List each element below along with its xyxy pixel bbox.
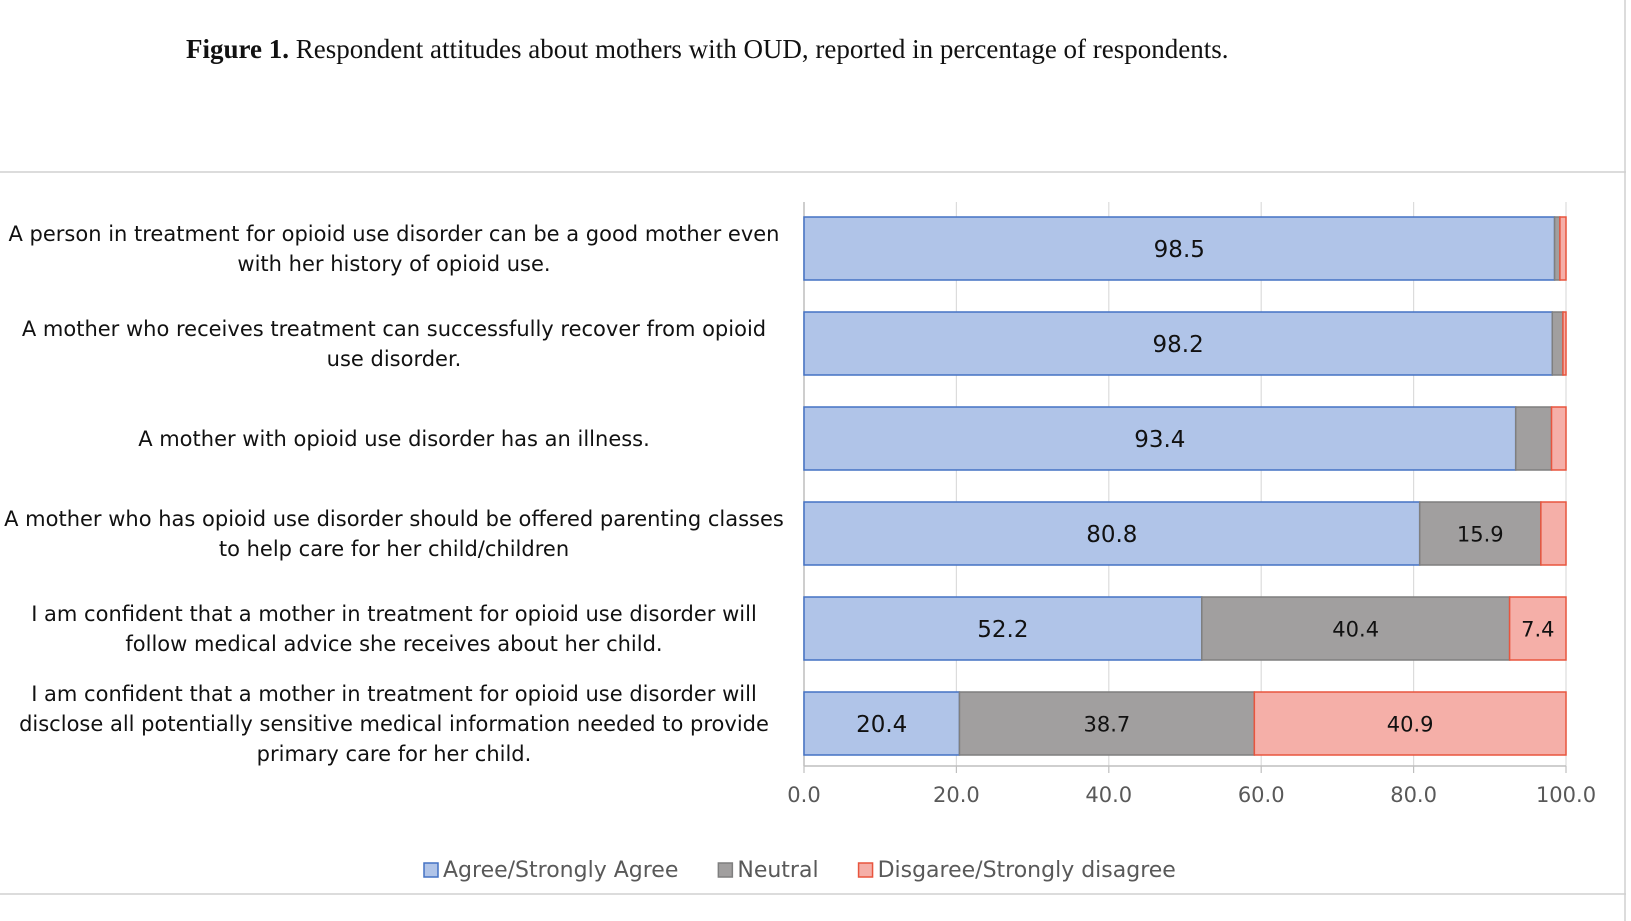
bar-segment [1551, 311, 1564, 376]
legend-label: Agree/Strongly Agree [443, 858, 678, 883]
category-label: I am confident that a mother in treatmen… [19, 681, 769, 766]
value-label: 80.8 [1086, 522, 1137, 548]
value-label: 7.4 [1521, 618, 1554, 642]
x-tick-label: 0.0 [787, 783, 820, 807]
value-label: 98.2 [1153, 332, 1204, 358]
bar-segment [1508, 596, 1567, 661]
bar-segment [1514, 406, 1553, 471]
value-label: 40.9 [1387, 713, 1434, 737]
legend-swatch [857, 862, 874, 878]
value-label: 93.4 [1134, 427, 1185, 453]
bar-segment [803, 406, 1517, 471]
figure-label: Figure 1. [186, 34, 289, 64]
bar-segment [1550, 406, 1567, 471]
x-tick-label: 100.0 [1536, 783, 1596, 807]
bar-segment [803, 311, 1554, 376]
bar-segment [1553, 216, 1561, 281]
bar-segment [1540, 501, 1567, 566]
category-label: I am confident that a mother in treatmen… [31, 601, 757, 656]
bar-segment [1559, 216, 1567, 281]
category-label: A person in treatment for opioid use dis… [8, 221, 780, 276]
category-label: A mother with opioid use disorder has an… [138, 426, 650, 451]
value-label: 20.4 [856, 712, 907, 738]
bar-segment [958, 691, 1256, 756]
bar-segment [803, 596, 1203, 661]
category-label: A mother who has opioid use disorder sho… [4, 506, 784, 561]
bar-segment [803, 216, 1556, 281]
value-label: 38.7 [1084, 713, 1131, 737]
bar-segment [1201, 596, 1511, 661]
bar-segment [1418, 501, 1542, 566]
legend-swatch [717, 862, 734, 878]
legend-swatch [423, 862, 439, 878]
x-tick-label: 60.0 [1238, 783, 1285, 807]
category-label: A mother who receives treatment can succ… [21, 316, 767, 371]
legend-label: Neutral [737, 858, 818, 883]
figure-title: Figure 1. Respondent attitudes about mot… [186, 34, 1229, 65]
x-tick-label: 20.0 [933, 783, 980, 807]
value-label: 15.9 [1457, 523, 1504, 547]
value-label: 98.5 [1154, 237, 1205, 263]
chart-title: Respondent attitudes about mothers with … [295, 34, 1229, 64]
value-label: 52.2 [977, 617, 1028, 643]
bar-segment [803, 501, 1421, 566]
legend-label: Disgaree/Strongly disagree [878, 858, 1176, 883]
x-tick-label: 40.0 [1085, 783, 1132, 807]
x-tick-label: 80.0 [1390, 783, 1437, 807]
bar-segment [1253, 691, 1567, 756]
value-label: 40.4 [1332, 618, 1379, 642]
bar-segment [803, 691, 961, 756]
bar-segment [1562, 311, 1567, 376]
